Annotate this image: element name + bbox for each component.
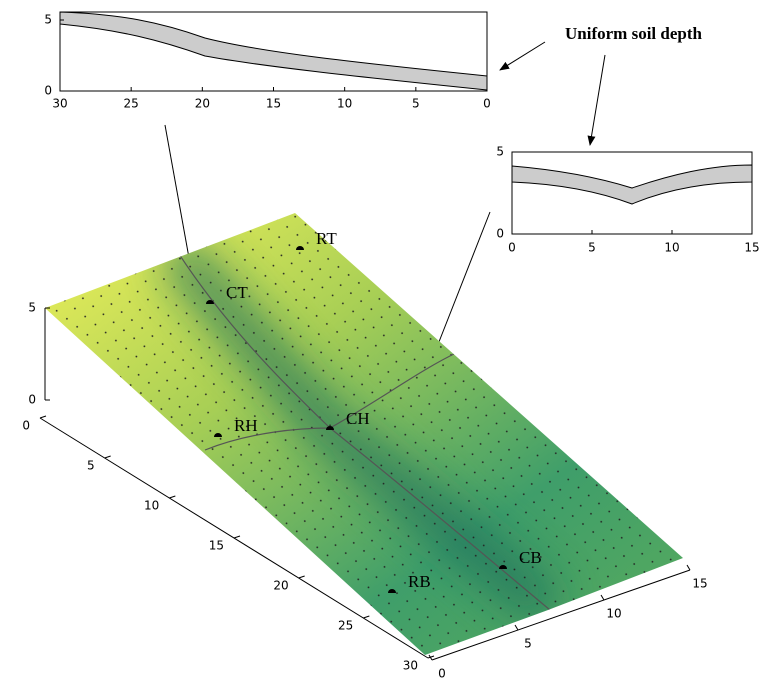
axes-box	[511, 151, 753, 235]
y-tick	[104, 455, 111, 459]
x-tick-label: 10	[337, 97, 352, 111]
point-label: RT	[316, 229, 337, 248]
arrow	[587, 54, 606, 146]
x-tick	[514, 624, 519, 631]
y-tick	[169, 495, 176, 499]
x-tick-label: 0	[483, 97, 491, 111]
point-marker	[326, 426, 334, 430]
x-tick-label: 15	[692, 577, 707, 591]
z-tick-label: 0	[28, 393, 36, 407]
y-tick-label: 0	[22, 419, 30, 433]
point-marker	[296, 246, 304, 250]
y-tick	[233, 535, 241, 539]
arrow	[499, 41, 546, 71]
y-tick-label: 10	[144, 499, 159, 513]
point-label: CH	[346, 409, 370, 428]
x-tick	[686, 564, 691, 571]
point-label: RH	[234, 416, 258, 435]
arrow	[434, 211, 491, 353]
annotation: Uniform soil depth	[565, 24, 703, 43]
y-tick	[39, 415, 47, 419]
x-tick-label: 30	[52, 97, 67, 111]
x-tick-label: 5	[588, 241, 596, 255]
y-tick	[427, 655, 435, 659]
point-marker	[388, 589, 396, 593]
surface: 0 5 0 5 10 15 20 25 30 0 5 10 15 CT RT RH CH CB RB	[22, 213, 708, 681]
x-axis	[431, 569, 691, 661]
x-tick-label: 20	[195, 97, 210, 111]
z-tick-label: 5	[28, 301, 36, 315]
soil-band	[511, 164, 753, 205]
point-label: CB	[519, 548, 542, 567]
right-profile: 0 5 10 15 0 5	[496, 145, 759, 255]
point-label: CT	[226, 283, 248, 302]
x-tick-label: 10	[664, 241, 679, 255]
x-tick-label: 15	[266, 97, 281, 111]
y-tick-label: 0	[44, 84, 52, 98]
x-tick-label: 5	[412, 97, 420, 111]
top-profile: 30 25 20 15 10 5 0 0 5	[44, 11, 491, 111]
y-tick-label: 0	[496, 227, 504, 241]
point-marker	[206, 300, 214, 304]
y-tick-label: 25	[338, 619, 353, 633]
y-tick-label: 5	[44, 13, 52, 27]
point-marker	[499, 565, 507, 569]
y-tick-label: 30	[403, 659, 418, 673]
y-tick-label: 5	[87, 459, 95, 473]
y-tick-label: 20	[273, 579, 288, 593]
x-tick	[428, 654, 433, 661]
y-tick-label: 5	[496, 145, 504, 159]
x-tick-label: 10	[606, 607, 621, 621]
x-tick-label: 0	[438, 667, 446, 681]
y-tick	[298, 575, 305, 579]
grid-dots	[45, 213, 683, 655]
point-marker	[214, 433, 222, 437]
soil-band	[59, 11, 488, 91]
x-tick-label: 25	[124, 97, 139, 111]
point-label: RB	[408, 572, 431, 591]
x-tick-label: 15	[744, 241, 759, 255]
x-tick	[600, 594, 605, 601]
y-tick	[363, 615, 370, 619]
y-tick-label: 15	[209, 539, 224, 553]
x-tick-label: 0	[508, 241, 516, 255]
x-tick-label: 5	[524, 637, 532, 651]
